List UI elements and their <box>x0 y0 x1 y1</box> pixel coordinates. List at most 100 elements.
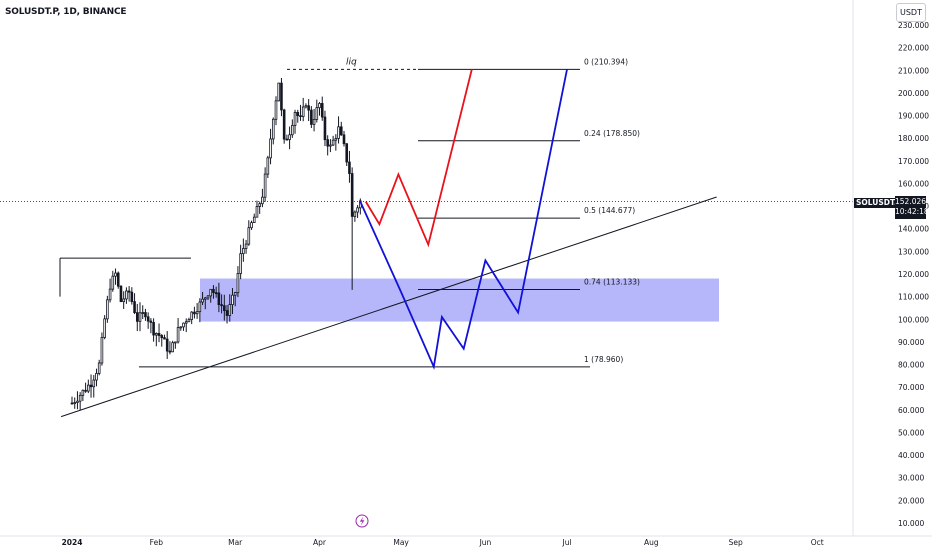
y-tick-label: 140.000 <box>898 225 929 234</box>
x-tick-label: Sep <box>729 538 743 547</box>
candle-body <box>103 318 106 338</box>
candle-body <box>291 125 294 136</box>
x-tick-label: Oct <box>811 538 824 547</box>
candle-body <box>250 222 253 229</box>
candle-body <box>130 291 134 303</box>
candle-body <box>277 82 281 102</box>
candle-body <box>144 312 147 318</box>
candle-body <box>122 298 125 303</box>
candle-body <box>244 243 248 249</box>
candle-body <box>97 362 101 374</box>
y-tick-label: 230.000 <box>898 21 929 30</box>
fib-retracement-layer: liq 0 (210.394) 0.24 (178.850) 0.5 (144.677… <box>139 57 640 368</box>
last-price-badge: SOLUSDT.P 152.026 10:42:18 <box>854 196 930 219</box>
candle-body <box>214 292 218 295</box>
candle-body <box>206 295 210 299</box>
candle-body <box>337 126 340 139</box>
y-tick-label: 40.000 <box>898 451 924 460</box>
candle-body <box>271 118 275 140</box>
candle-body <box>73 402 77 404</box>
y-tick-label: 180.000 <box>898 134 929 143</box>
ascending-trendline <box>60 196 717 418</box>
price-badge-symbol: SOLUSDT.P <box>854 198 905 208</box>
candle-body <box>111 275 115 290</box>
candle-body <box>176 327 180 343</box>
fib-label-0.74: 0.74 (113.133) <box>584 278 640 287</box>
candle-body <box>179 326 183 329</box>
candle-body <box>239 253 242 274</box>
candle-body <box>312 118 316 125</box>
candle-body <box>282 109 286 140</box>
candle-body <box>168 350 172 353</box>
candle-body <box>315 107 319 120</box>
candle-body <box>89 384 93 388</box>
liquidity-label: liq <box>346 57 357 67</box>
candle-body <box>293 112 297 126</box>
y-axis: 230.000 220.000 210.000 200.000 190.000 180.0… <box>852 0 929 536</box>
x-tick-label: May <box>393 538 409 547</box>
candle-body <box>212 288 215 294</box>
candle-body <box>203 297 207 300</box>
y-tick-label: 30.000 <box>898 474 924 483</box>
candle-body <box>310 109 313 125</box>
candle-body <box>157 332 161 336</box>
x-tick-label: Jul <box>562 538 572 547</box>
y-tick-label: 220.000 <box>898 44 929 53</box>
candle-body <box>331 139 335 146</box>
x-tick-label: 2024 <box>62 538 83 547</box>
price-badge-value: 152.026 10:42:18 <box>895 196 929 219</box>
candle-body <box>356 207 359 213</box>
fib-label-1: 1 (78.960) <box>584 355 623 364</box>
candle-body <box>223 305 226 311</box>
candle-body <box>231 294 234 305</box>
candle-body <box>339 126 343 136</box>
chart-title: SOLUSDT.P, 1D, BINANCE <box>5 7 127 17</box>
candle-body <box>334 138 338 141</box>
y-tick-label: 60.000 <box>898 406 924 415</box>
candle-body <box>70 402 74 405</box>
candle-body <box>353 211 357 217</box>
x-tick-label: Apr <box>313 538 327 547</box>
candle-body <box>307 105 310 111</box>
y-tick-label: 80.000 <box>898 361 924 370</box>
bearish-scenario-path <box>359 69 568 370</box>
candle-body <box>190 311 193 320</box>
y-tick-label: 90.000 <box>898 338 924 347</box>
flash-icon[interactable] <box>355 514 369 528</box>
y-tick-label: 210.000 <box>898 66 929 75</box>
candle-body <box>155 332 158 336</box>
candle-body <box>149 320 153 323</box>
candle-body <box>182 322 185 328</box>
candle-body <box>195 311 199 315</box>
candle-body <box>252 216 256 223</box>
candle-body <box>106 299 109 320</box>
candle-body <box>220 304 223 307</box>
candle-body <box>171 342 174 353</box>
candle-body <box>76 400 79 403</box>
candle-body <box>163 337 166 340</box>
currency-selector[interactable]: USDT <box>896 3 926 22</box>
candle-body <box>301 106 305 117</box>
candle-body <box>342 134 346 145</box>
candle-body <box>141 312 145 314</box>
y-tick-label: 50.000 <box>898 428 924 437</box>
candle-body <box>81 389 85 396</box>
x-tick-label: Aug <box>644 538 659 547</box>
y-tick-label: 110.000 <box>898 293 929 302</box>
bullish-scenario-path <box>365 69 473 248</box>
candle-body <box>258 203 261 207</box>
candle-body <box>320 103 324 118</box>
y-tick-label: 170.000 <box>898 157 929 166</box>
y-tick-label: 70.000 <box>898 383 924 392</box>
candle-body <box>348 161 351 174</box>
candle-body <box>326 139 329 147</box>
x-tick-label: Mar <box>228 538 243 547</box>
candle-body <box>152 322 155 336</box>
candle-body <box>160 335 164 339</box>
y-tick-label: 20.000 <box>898 496 924 505</box>
y-tick-label: 190.000 <box>898 112 929 121</box>
candle-body <box>119 285 123 303</box>
candles-layer <box>70 77 362 411</box>
candle-body <box>228 304 232 316</box>
